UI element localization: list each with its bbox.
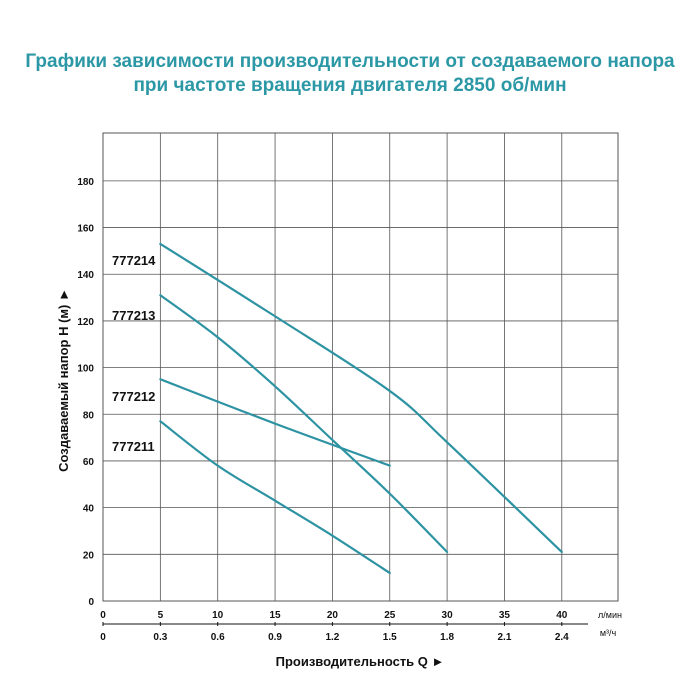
- x-tick-label: 15: [269, 610, 281, 621]
- series-labels: 777214 777213 777212 777211: [112, 253, 156, 454]
- y-tick-label: 80: [83, 410, 95, 421]
- x-tick-label: 35: [499, 610, 511, 621]
- axes: 0050.3100.6150.9201.2251.5301.8352.1402.…: [56, 177, 622, 669]
- y-tick-label: 40: [83, 504, 95, 515]
- y-tick-label: 0: [88, 597, 94, 608]
- y-tick-label: 100: [77, 364, 94, 375]
- x-tick-label: 40: [556, 610, 568, 621]
- x-tick-label-secondary: 2.4: [555, 632, 569, 643]
- x-tick-label: 30: [442, 610, 454, 621]
- x-tick-label-secondary: 0.9: [268, 632, 282, 643]
- series-line-777213: [159, 294, 449, 554]
- y-tick-label: 160: [77, 224, 94, 235]
- plot-frame: [102, 132, 619, 602]
- x-tick-label: 10: [212, 610, 224, 621]
- series-line-777214: [159, 242, 563, 554]
- x-tick-label-secondary: 1.2: [325, 632, 339, 643]
- x-tick-label: 20: [327, 610, 339, 621]
- x-tick-label: 25: [384, 610, 396, 621]
- x-tick-label-secondary: 0: [100, 632, 106, 643]
- series-line-777211: [159, 420, 391, 575]
- y-tick-label: 20: [83, 550, 95, 561]
- series-line-777212: [159, 378, 391, 467]
- chart-title-line1: Графики зависимости производительности о…: [25, 51, 675, 72]
- y-tick-label: 60: [83, 457, 95, 468]
- y-tick-label: 140: [77, 270, 94, 281]
- series-label-777213: 777213: [112, 308, 155, 323]
- series-label-777211: 777211: [112, 439, 155, 454]
- x-tick-label-secondary: 1.8: [440, 632, 454, 643]
- x-tick-label-secondary: 2.1: [497, 632, 511, 643]
- chart-title-line2: при частоте вращения двигателя 2850 об/м…: [133, 75, 567, 96]
- x-tick-label-secondary: 0.6: [211, 632, 225, 643]
- x-tick-label: 0: [100, 610, 106, 621]
- x-axis-title: Производительность Q ►: [276, 654, 445, 669]
- series-label-777212: 777212: [112, 389, 155, 404]
- x-unit-primary: л/мин: [598, 610, 622, 620]
- x-tick-label-secondary: 0.3: [153, 632, 167, 643]
- series-lines: [159, 242, 563, 575]
- y-tick-label: 120: [77, 317, 94, 328]
- y-axis-title: Создаваемый напор H (м) ►: [56, 288, 71, 472]
- x-tick-label: 5: [158, 610, 164, 621]
- x-unit-secondary: м³/ч: [600, 628, 617, 638]
- x-tick-label-secondary: 1.5: [383, 632, 397, 643]
- grid: [102, 132, 619, 602]
- y-tick-label: 180: [77, 177, 94, 188]
- series-label-777214: 777214: [112, 253, 156, 268]
